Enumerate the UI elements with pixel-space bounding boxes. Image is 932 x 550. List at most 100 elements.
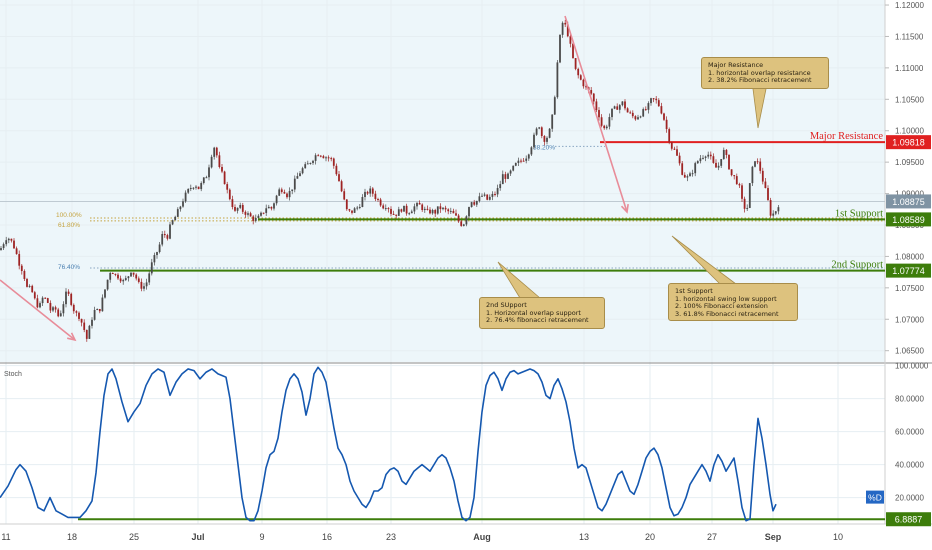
- candle-body: [23, 271, 26, 279]
- candle-body: [192, 187, 195, 189]
- price-tick-label: 1.12000: [895, 1, 924, 10]
- first-support-badge-bg: [886, 212, 931, 227]
- candle-body: [221, 166, 223, 172]
- candle-body: [691, 173, 694, 175]
- time-tick-label: 27: [707, 532, 717, 542]
- annotation-line: 3. 61.8% Fibonacci retracement: [675, 309, 779, 318]
- candle-body: [514, 162, 517, 166]
- candle-body: [395, 214, 398, 216]
- candle-body: [85, 329, 88, 339]
- price-tick-label: 1.08000: [895, 252, 924, 261]
- annotation-major-resistance[interactable]: Major Resistance 1. horizontal overlap r…: [701, 57, 829, 89]
- candle-body: [348, 209, 351, 211]
- candle-body: [28, 285, 31, 287]
- candle-body: [483, 194, 486, 196]
- candle-body: [408, 213, 411, 215]
- candle-body: [166, 235, 169, 239]
- first-support-label: 1st Support: [835, 208, 883, 219]
- time-tick-label: 10: [833, 532, 843, 542]
- candle-body: [104, 289, 106, 298]
- candle-body: [748, 183, 751, 208]
- candle-body: [49, 302, 52, 311]
- candle-body: [231, 199, 234, 207]
- candle-body: [501, 174, 504, 185]
- candle-body: [278, 189, 281, 196]
- candle-body: [252, 216, 255, 221]
- candle-body: [522, 160, 525, 162]
- candle-body: [465, 216, 468, 225]
- candle-body: [631, 112, 634, 117]
- candle-body: [460, 221, 463, 226]
- candle-body: [306, 163, 309, 165]
- candle-body: [478, 196, 481, 201]
- candle-body: [228, 189, 231, 200]
- candle-body: [618, 105, 621, 110]
- candle-body: [413, 206, 416, 212]
- candle-body: [124, 278, 127, 281]
- candle-body: [439, 206, 442, 210]
- candle-body: [117, 274, 119, 279]
- candle-body: [553, 97, 556, 115]
- candle-body: [52, 307, 54, 311]
- candle-body: [312, 160, 314, 163]
- price-tick-label: 1.09000: [895, 190, 924, 199]
- second-pointer: [497, 261, 541, 299]
- candle-body: [777, 207, 780, 212]
- candle-body: [741, 185, 743, 199]
- candle-body: [694, 163, 697, 174]
- candle-body: [429, 209, 431, 214]
- candle-body: [325, 157, 327, 159]
- price-tick-label: 1.07500: [895, 284, 924, 293]
- candle-body: [150, 262, 153, 274]
- candle-body: [182, 201, 184, 207]
- candle-body: [364, 191, 366, 197]
- candle-body: [39, 303, 41, 308]
- candle-body: [145, 282, 148, 287]
- candle-body: [629, 112, 632, 114]
- candle-body: [725, 149, 728, 155]
- candle-body: [488, 196, 491, 200]
- candle-body: [106, 279, 109, 290]
- candle-body: [218, 155, 221, 167]
- candle-body: [10, 238, 13, 241]
- stoch-series-tag-bg: [866, 490, 884, 504]
- time-tick-label: 13: [579, 532, 589, 542]
- annotation-2nd-support[interactable]: 2nd SUpport 1. Horizontal overlap suppor…: [479, 297, 605, 329]
- candle-body: [447, 209, 450, 212]
- candle-body: [746, 207, 749, 209]
- candle-body: [494, 193, 496, 195]
- candle-body: [668, 129, 671, 143]
- candle-body: [670, 142, 673, 149]
- candle-body: [637, 117, 639, 120]
- candle-body: [743, 198, 746, 209]
- candle-body: [486, 194, 489, 200]
- stoch-value-badge: 6.8887: [895, 515, 923, 525]
- candle-body: [296, 176, 299, 179]
- candle-body: [624, 101, 626, 109]
- candle-body: [481, 195, 483, 197]
- candle-body: [163, 234, 166, 236]
- candle-body: [208, 167, 210, 178]
- candle-body: [158, 244, 161, 253]
- annotation-line: 1. horizontal overlap resistance: [708, 68, 811, 77]
- time-tick-label: 9: [259, 532, 264, 542]
- time-tick-label: 18: [67, 532, 77, 542]
- candle-body: [137, 278, 140, 282]
- price-tick-label: 1.09500: [895, 158, 924, 167]
- candle-body: [421, 204, 424, 210]
- fibonacci-lines: 100.00% 61.80% 76.40% 38.20%: [56, 144, 885, 271]
- candle-body: [468, 207, 470, 217]
- candle-body: [119, 278, 122, 282]
- candle-body: [343, 191, 346, 200]
- stoch-value-badge-bg: [886, 512, 931, 527]
- candle-body: [538, 127, 541, 129]
- current-price-badge-bg: [886, 194, 931, 209]
- candle-body: [423, 208, 426, 210]
- candle-body: [384, 208, 387, 210]
- candle-body: [330, 158, 333, 160]
- candle-body: [122, 280, 125, 282]
- candle-body: [434, 209, 437, 214]
- fib-label: 38.20%: [533, 144, 555, 151]
- annotation-1st-support[interactable]: 1st Support 1. horizontal swing low supp…: [668, 283, 798, 321]
- candle-body: [351, 210, 353, 213]
